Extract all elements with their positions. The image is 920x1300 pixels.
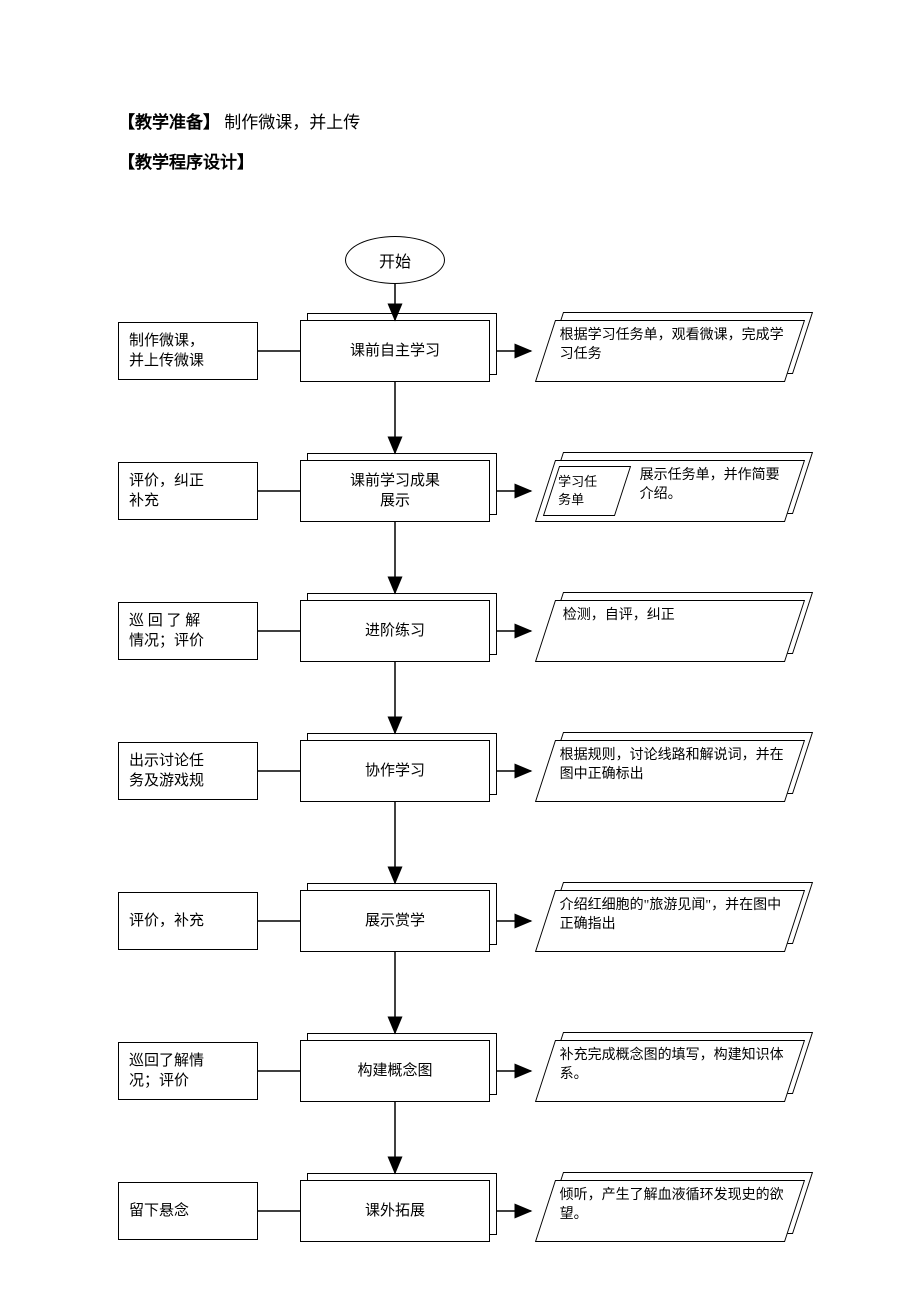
left-box: 制作微课， 并上传微课 (118, 322, 258, 380)
right-para: 倾听，产生了解血液循环发现史的欲望。 (535, 1180, 805, 1242)
right-para: 根据学习任务单，观看微课，完成学习任务 (535, 320, 805, 382)
page: 【教学准备】 制作微课，并上传 【教学程序设计】 开始 制作微课， 并上传微课课… (0, 0, 920, 1300)
right-para: 补充完成概念图的填写，构建知识体系。 (535, 1040, 805, 1102)
left-box: 巡回了解情 况；评价 (118, 1042, 258, 1100)
center-box: 课前自主学习 (300, 320, 490, 382)
center-box: 构建概念图 (300, 1040, 490, 1102)
center-box: 课外拓展 (300, 1180, 490, 1242)
right-para-text: 倾听，产生了解血液循环发现史的欲望。 (548, 1181, 796, 1231)
left-box: 巡 回 了 解 情况；评价 (118, 602, 258, 660)
left-box: 留下悬念 (118, 1182, 258, 1240)
left-box: 出示讨论任 务及游戏规 (118, 742, 258, 800)
heading-prep: 【教学准备】 制作微课，并上传 (118, 108, 360, 133)
center-box: 展示赏学 (300, 890, 490, 952)
right-para-text: 补充完成概念图的填写，构建知识体系。 (548, 1041, 796, 1091)
right-para-text: 根据规则，讨论线路和解说词，并在图中正确标出 (548, 741, 796, 791)
right-para-text: 介绍红细胞的"旅游见闻"，并在图中正确指出 (548, 891, 796, 941)
start-label: 开始 (379, 248, 411, 272)
heading-design: 【教学程序设计】 (118, 148, 254, 173)
left-box: 评价，补充 (118, 892, 258, 950)
right-para-text: 检测，自评，纠正 (551, 601, 799, 632)
start-node: 开始 (345, 236, 445, 284)
center-box: 协作学习 (300, 740, 490, 802)
right-para: 介绍红细胞的"旅游见闻"，并在图中正确指出 (535, 890, 805, 952)
right-para: 根据规则，讨论线路和解说词，并在图中正确标出 (535, 740, 805, 802)
center-box: 课前学习成果 展示 (300, 460, 490, 522)
right-para: 检测，自评，纠正 (535, 600, 805, 662)
right-para-text: 根据学习任务单，观看微课，完成学习任务 (548, 321, 796, 371)
left-box: 评价，纠正 补充 (118, 462, 258, 520)
center-box: 进阶练习 (300, 600, 490, 662)
